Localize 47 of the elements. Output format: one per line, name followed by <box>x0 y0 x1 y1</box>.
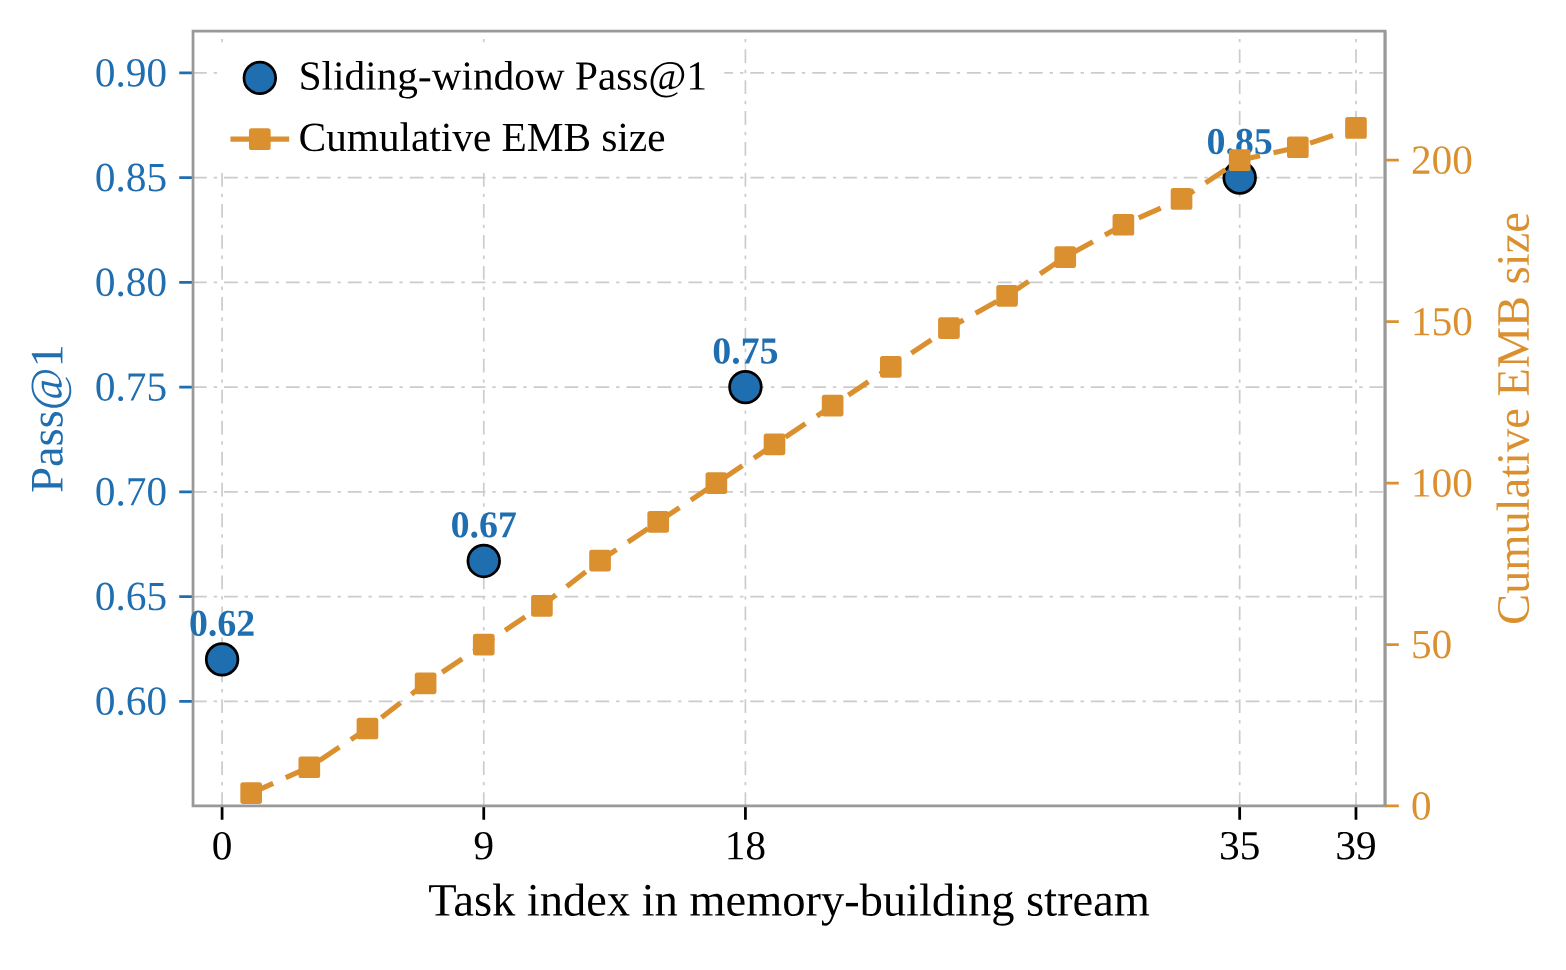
y-axis-title: Pass@1 <box>31 346 72 492</box>
point <box>356 717 379 740</box>
x-tick-label: 0 <box>213 831 231 860</box>
y-tick-label: 0.75 <box>96 373 166 402</box>
data-label: 0.67 <box>452 512 516 538</box>
point <box>1170 188 1193 210</box>
point <box>1287 136 1309 159</box>
y-tick-label: 0.80 <box>96 268 166 297</box>
point <box>821 394 844 417</box>
y2-tick-label: 0 <box>1412 792 1431 820</box>
point <box>472 633 495 656</box>
point <box>647 510 670 533</box>
legend-label: Sliding-window Pass@1 <box>301 60 705 99</box>
x-tick-label: 18 <box>728 831 765 860</box>
x-tick-label: 39 <box>1337 831 1375 860</box>
point <box>938 317 960 339</box>
point <box>466 543 501 579</box>
point <box>879 355 902 378</box>
point <box>1054 246 1077 268</box>
point <box>240 782 263 804</box>
point <box>705 472 728 494</box>
y-tick-label: 0.85 <box>96 163 166 192</box>
point <box>1345 117 1367 139</box>
y-tick-label: 0.70 <box>96 477 166 506</box>
y2-tick-label: 50 <box>1413 630 1451 659</box>
point <box>204 642 240 677</box>
point <box>1112 213 1135 236</box>
point <box>728 369 763 405</box>
x-tick-label: 9 <box>474 831 493 860</box>
data-label: 0.75 <box>713 338 778 364</box>
y2-tick-label: 100 <box>1414 469 1472 497</box>
y-tick-label: 0.65 <box>96 582 166 611</box>
y-tick-label: 0.90 <box>96 58 166 87</box>
data-label: 0.62 <box>190 610 254 637</box>
y-tick-label: 0.60 <box>96 687 166 716</box>
point <box>589 549 611 572</box>
x-axis-title: Task index in memory-building stream <box>429 883 1150 926</box>
y2-axis-title: Cumulative EMB size <box>1496 213 1530 623</box>
point <box>298 756 321 779</box>
point <box>996 284 1018 307</box>
legend-label: Cumulative EMB size <box>300 122 665 152</box>
point <box>531 594 553 617</box>
y2-tick-label: 200 <box>1412 146 1472 175</box>
y2-tick-label: 150 <box>1414 307 1472 336</box>
x-tick-label: 35 <box>1221 831 1259 860</box>
point <box>763 433 786 456</box>
point <box>414 672 437 695</box>
